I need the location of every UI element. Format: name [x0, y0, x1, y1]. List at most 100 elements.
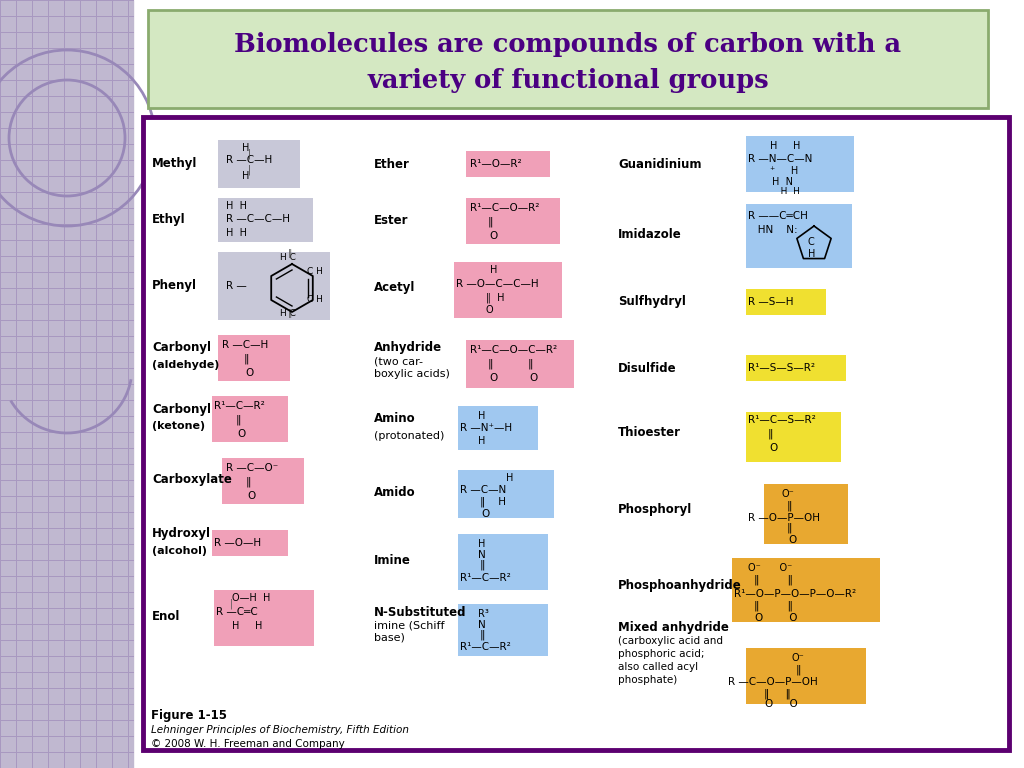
- Text: H  N: H N: [772, 177, 793, 187]
- Text: © 2008 W. H. Freeman and Company: © 2008 W. H. Freeman and Company: [151, 739, 345, 749]
- Text: O        O: O O: [755, 613, 798, 623]
- Text: (alcohol): (alcohol): [152, 546, 207, 556]
- Text: R ——C═CH: R ——C═CH: [748, 211, 808, 221]
- Text: O: O: [489, 373, 498, 383]
- Bar: [458, 470, 554, 518]
- Text: ⁺     H: ⁺ H: [770, 166, 799, 176]
- Text: phosphate): phosphate): [618, 675, 677, 685]
- Text: R¹—C—S—R²: R¹—C—S—R²: [748, 415, 816, 425]
- Text: H: H: [478, 539, 485, 549]
- Text: N: N: [478, 620, 485, 630]
- Text: O⁻: O⁻: [792, 653, 805, 663]
- Text: Carboxylate: Carboxylate: [152, 474, 231, 486]
- Text: Figure 1-15: Figure 1-15: [151, 710, 227, 723]
- Text: H  H: H H: [226, 201, 247, 211]
- Text: boxylic acids): boxylic acids): [374, 369, 450, 379]
- Text: Biomolecules are compounds of carbon with a: Biomolecules are compounds of carbon wit…: [234, 31, 901, 57]
- Text: R¹—C—R²: R¹—C—R²: [460, 573, 511, 583]
- Text: ‖        ‖: ‖ ‖: [754, 574, 793, 585]
- Bar: [212, 396, 288, 442]
- Text: (ketone): (ketone): [152, 421, 205, 431]
- Text: R —N—C—N: R —N—C—N: [748, 154, 812, 164]
- Text: H  H: H H: [226, 228, 247, 238]
- Text: ‖: ‖: [236, 415, 242, 425]
- Text: ‖: ‖: [480, 560, 485, 571]
- Text: H  H: H H: [772, 187, 800, 197]
- Text: O: O: [237, 429, 246, 439]
- Bar: [466, 151, 550, 177]
- Text: ‖: ‖: [488, 217, 494, 227]
- Text: Amino: Amino: [374, 412, 416, 425]
- Bar: [458, 534, 548, 590]
- Text: R —O—H: R —O—H: [214, 538, 261, 548]
- Text: Phosphoanhydride: Phosphoanhydride: [618, 580, 741, 592]
- Text: ‖    H: ‖ H: [480, 497, 506, 507]
- Text: variety of functional groups: variety of functional groups: [368, 68, 769, 93]
- Text: H C: H C: [280, 310, 296, 319]
- Text: |: |: [230, 599, 233, 609]
- Text: Ether: Ether: [374, 157, 410, 170]
- FancyBboxPatch shape: [148, 10, 988, 108]
- Text: |: |: [248, 165, 251, 175]
- Text: H C: H C: [280, 253, 296, 263]
- Bar: [746, 136, 854, 192]
- Text: R —O—P—OH: R —O—P—OH: [748, 513, 820, 523]
- Text: Ethyl: Ethyl: [152, 214, 185, 227]
- Text: H: H: [242, 143, 250, 153]
- FancyBboxPatch shape: [143, 117, 1009, 750]
- Text: (carboxylic acid and: (carboxylic acid and: [618, 636, 723, 646]
- Text: N: N: [478, 550, 485, 560]
- Text: R¹—S—S—R²: R¹—S—S—R²: [748, 363, 815, 373]
- Text: Guanidinium: Guanidinium: [618, 157, 701, 170]
- Text: H: H: [478, 411, 485, 421]
- Bar: [746, 355, 846, 381]
- Bar: [458, 604, 548, 656]
- Text: HN    N:: HN N:: [748, 225, 798, 235]
- Text: R —N⁺—H: R —N⁺—H: [460, 423, 512, 433]
- Text: ‖: ‖: [787, 523, 793, 533]
- Text: Mixed anhydride: Mixed anhydride: [618, 621, 729, 634]
- Text: R¹—C—R²: R¹—C—R²: [214, 401, 265, 411]
- Text: Lehninger Principles of Biochemistry, Fifth Edition: Lehninger Principles of Biochemistry, Fi…: [151, 725, 409, 735]
- Text: H     H: H H: [232, 621, 262, 631]
- Text: R¹—O—P—O—P—O—R²: R¹—O—P—O—P—O—R²: [734, 589, 856, 599]
- Text: base): base): [374, 633, 404, 643]
- Text: N-Substituted: N-Substituted: [374, 605, 467, 618]
- Text: ‖: ‖: [787, 501, 793, 511]
- Text: O: O: [486, 305, 494, 315]
- Text: Sulfhydryl: Sulfhydryl: [618, 296, 686, 309]
- Text: O: O: [489, 231, 498, 241]
- Text: (two car-: (two car-: [374, 356, 423, 366]
- Text: (protonated): (protonated): [374, 431, 444, 441]
- Text: Acetyl: Acetyl: [374, 282, 416, 294]
- Bar: [0, 0, 133, 768]
- Text: O: O: [247, 491, 255, 501]
- Text: ‖: ‖: [480, 630, 485, 641]
- Bar: [746, 289, 826, 315]
- Bar: [746, 204, 852, 268]
- Text: R —C—C—H: R —C—C—H: [226, 214, 290, 224]
- Text: Ester: Ester: [374, 214, 409, 227]
- Text: H: H: [490, 265, 498, 275]
- Text: ‖        ‖: ‖ ‖: [754, 601, 793, 611]
- Text: O⁻: O⁻: [782, 489, 795, 499]
- Text: Methyl: Methyl: [152, 157, 198, 170]
- Text: R¹—C—O—C—R²: R¹—C—O—C—R²: [470, 345, 557, 355]
- Text: R —S—H: R —S—H: [748, 297, 794, 307]
- Text: ‖     ‖: ‖ ‖: [764, 689, 791, 699]
- Text: H: H: [506, 473, 513, 483]
- Bar: [218, 335, 290, 381]
- Text: R —C—N: R —C—N: [460, 485, 506, 495]
- Bar: [218, 140, 300, 188]
- Text: (aldehyde): (aldehyde): [152, 360, 219, 370]
- Bar: [466, 198, 560, 244]
- Text: O—H  H: O—H H: [232, 593, 270, 603]
- Text: Carbonyl: Carbonyl: [152, 402, 211, 415]
- Text: H: H: [808, 249, 815, 259]
- Bar: [746, 412, 841, 462]
- Bar: [458, 406, 538, 450]
- Text: Phosphoryl: Phosphoryl: [618, 504, 692, 517]
- Text: R¹—O—R²: R¹—O—R²: [470, 159, 521, 169]
- Text: O: O: [788, 535, 797, 545]
- Text: O: O: [245, 368, 253, 378]
